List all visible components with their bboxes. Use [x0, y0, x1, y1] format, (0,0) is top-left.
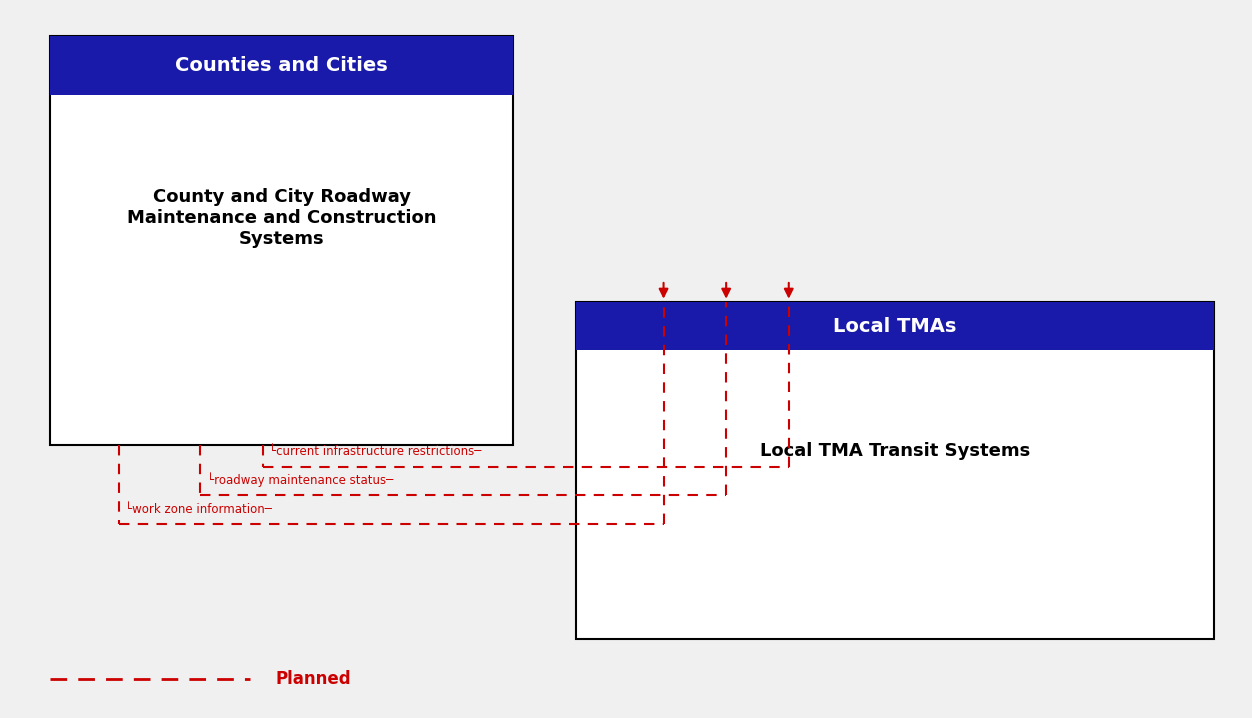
Text: Counties and Cities: Counties and Cities — [175, 56, 388, 75]
Text: Local TMA Transit Systems: Local TMA Transit Systems — [760, 442, 1030, 460]
Text: Local TMAs: Local TMAs — [834, 317, 957, 335]
Text: └work zone information─: └work zone information─ — [125, 503, 272, 516]
Text: └current infrastructure restrictions─: └current infrastructure restrictions─ — [269, 445, 482, 458]
Text: └roadway maintenance status─: └roadway maintenance status─ — [207, 472, 393, 487]
Text: County and City Roadway
Maintenance and Construction
Systems: County and City Roadway Maintenance and … — [126, 188, 437, 248]
Bar — [50, 36, 513, 445]
Bar — [50, 36, 513, 95]
Bar — [576, 302, 1214, 639]
Text: Planned: Planned — [275, 669, 351, 688]
Bar — [576, 302, 1214, 350]
